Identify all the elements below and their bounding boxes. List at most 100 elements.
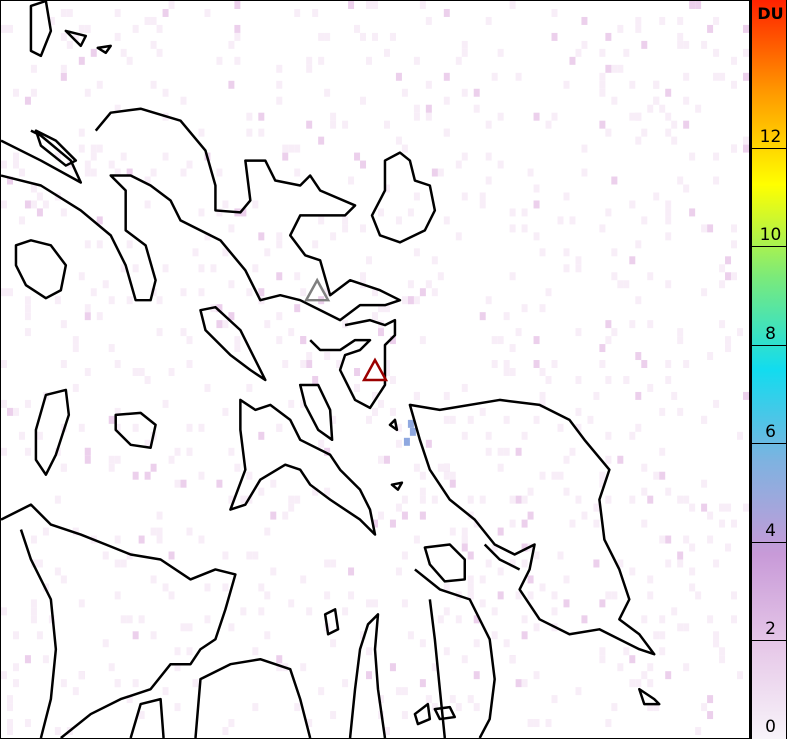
so2-pixel (647, 575, 654, 584)
so2-pixel (18, 431, 25, 440)
so2-pixel (258, 112, 265, 121)
so2-pixel (677, 328, 684, 337)
so2-pixel (497, 527, 504, 536)
so2-pixel (575, 407, 582, 416)
so2-pixel (126, 296, 133, 305)
so2-pixel (629, 679, 636, 688)
so2-pixel (383, 304, 390, 313)
so2-pixel (174, 663, 181, 672)
so2-pixel (545, 120, 552, 129)
so2-pixel (270, 479, 277, 488)
so2-pixel (306, 360, 313, 369)
so2-pixel (204, 615, 211, 624)
so2-pixel (162, 8, 169, 17)
colorbar-tick (752, 640, 787, 642)
so2-pixel (114, 679, 121, 688)
so2-pixel (72, 527, 79, 536)
so2-pixel (1, 200, 7, 209)
so2-pixel (587, 415, 594, 424)
so2-pixel (30, 607, 37, 616)
so2-pixel (743, 136, 749, 145)
so2-pixel (186, 447, 193, 456)
so2-pixel (665, 216, 672, 225)
so2-pixel (629, 80, 636, 89)
so2-pixel (312, 375, 319, 384)
so2-pixel (683, 623, 690, 632)
so2-pixel (234, 1, 241, 9)
so2-pixel (24, 312, 31, 321)
so2-pixel (222, 551, 229, 560)
so2-pixel (539, 304, 546, 313)
so2-pixel (575, 256, 582, 265)
so2-pixel (30, 64, 37, 73)
so2-pixel (629, 112, 636, 121)
so2-pixel (449, 695, 456, 704)
so2-pixel (701, 415, 708, 424)
so2-pixel (485, 120, 492, 129)
so2-pixel (174, 647, 181, 656)
so2-pixel (719, 320, 726, 329)
so2-pixel (84, 312, 91, 321)
so2-pixel (419, 336, 426, 345)
so2-pixel (72, 32, 79, 41)
so2-pixel (294, 703, 301, 712)
so2-pixel (186, 423, 193, 432)
so2-pixel (563, 455, 570, 464)
so2-pixel (228, 495, 235, 504)
so2-pixel (144, 200, 151, 209)
so2-pixel (713, 631, 720, 640)
so2-pixel (228, 312, 235, 321)
so2-pixel (377, 455, 384, 464)
colorbar-tick-label: 12 (759, 126, 782, 147)
so2-pixel (533, 200, 540, 209)
so2-pixel (234, 32, 241, 41)
so2-pixel (467, 695, 474, 704)
so2-pixel (719, 264, 726, 273)
so2-pixel (120, 48, 127, 57)
so2-pixel (455, 56, 462, 65)
so2-pixel (186, 647, 193, 656)
so2-pixel (324, 487, 331, 496)
so2-pixel-elevated (409, 427, 416, 436)
so2-pixel (635, 423, 642, 432)
so2-pixel (156, 48, 163, 57)
so2-pixel (377, 695, 384, 704)
so2-pixel (168, 1, 175, 9)
so2-pixel (407, 280, 414, 289)
so2-pixel (557, 423, 564, 432)
so2-pixel (677, 176, 684, 185)
so2-pixel (533, 671, 540, 680)
so2-pixel (677, 40, 684, 49)
so2-pixel (413, 248, 420, 257)
so2-pixel (234, 463, 241, 472)
so2-pixel (162, 88, 169, 97)
so2-pixel (330, 112, 337, 121)
so2-pixel (701, 479, 708, 488)
so2-pixel (240, 607, 247, 616)
so2-pixel (12, 88, 19, 97)
so2-pixel (485, 296, 492, 305)
so2-pixel (66, 8, 73, 17)
so2-pixel (30, 535, 37, 544)
so2-pixel (419, 679, 426, 688)
so2-pixel (348, 1, 355, 9)
so2-pixel (593, 519, 600, 528)
so2-pixel (611, 96, 618, 105)
so2-pixel (719, 647, 726, 656)
so2-pixel (707, 615, 714, 624)
so2-pixel (407, 631, 414, 640)
so2-pixel (282, 144, 289, 153)
so2-pixel (234, 56, 241, 65)
so2-pixel (611, 272, 618, 281)
so2-pixel (36, 431, 43, 440)
so2-pixel (599, 88, 606, 97)
so2-pixel (114, 535, 121, 544)
so2-pixel (366, 415, 373, 424)
so2-pixel (360, 96, 367, 105)
so2-pixel (240, 208, 247, 217)
so2-pixel (1, 360, 7, 369)
so2-pixel (437, 463, 444, 472)
so2-pixel (413, 56, 420, 65)
so2-pixel (198, 128, 205, 137)
so2-pixel (665, 559, 672, 568)
